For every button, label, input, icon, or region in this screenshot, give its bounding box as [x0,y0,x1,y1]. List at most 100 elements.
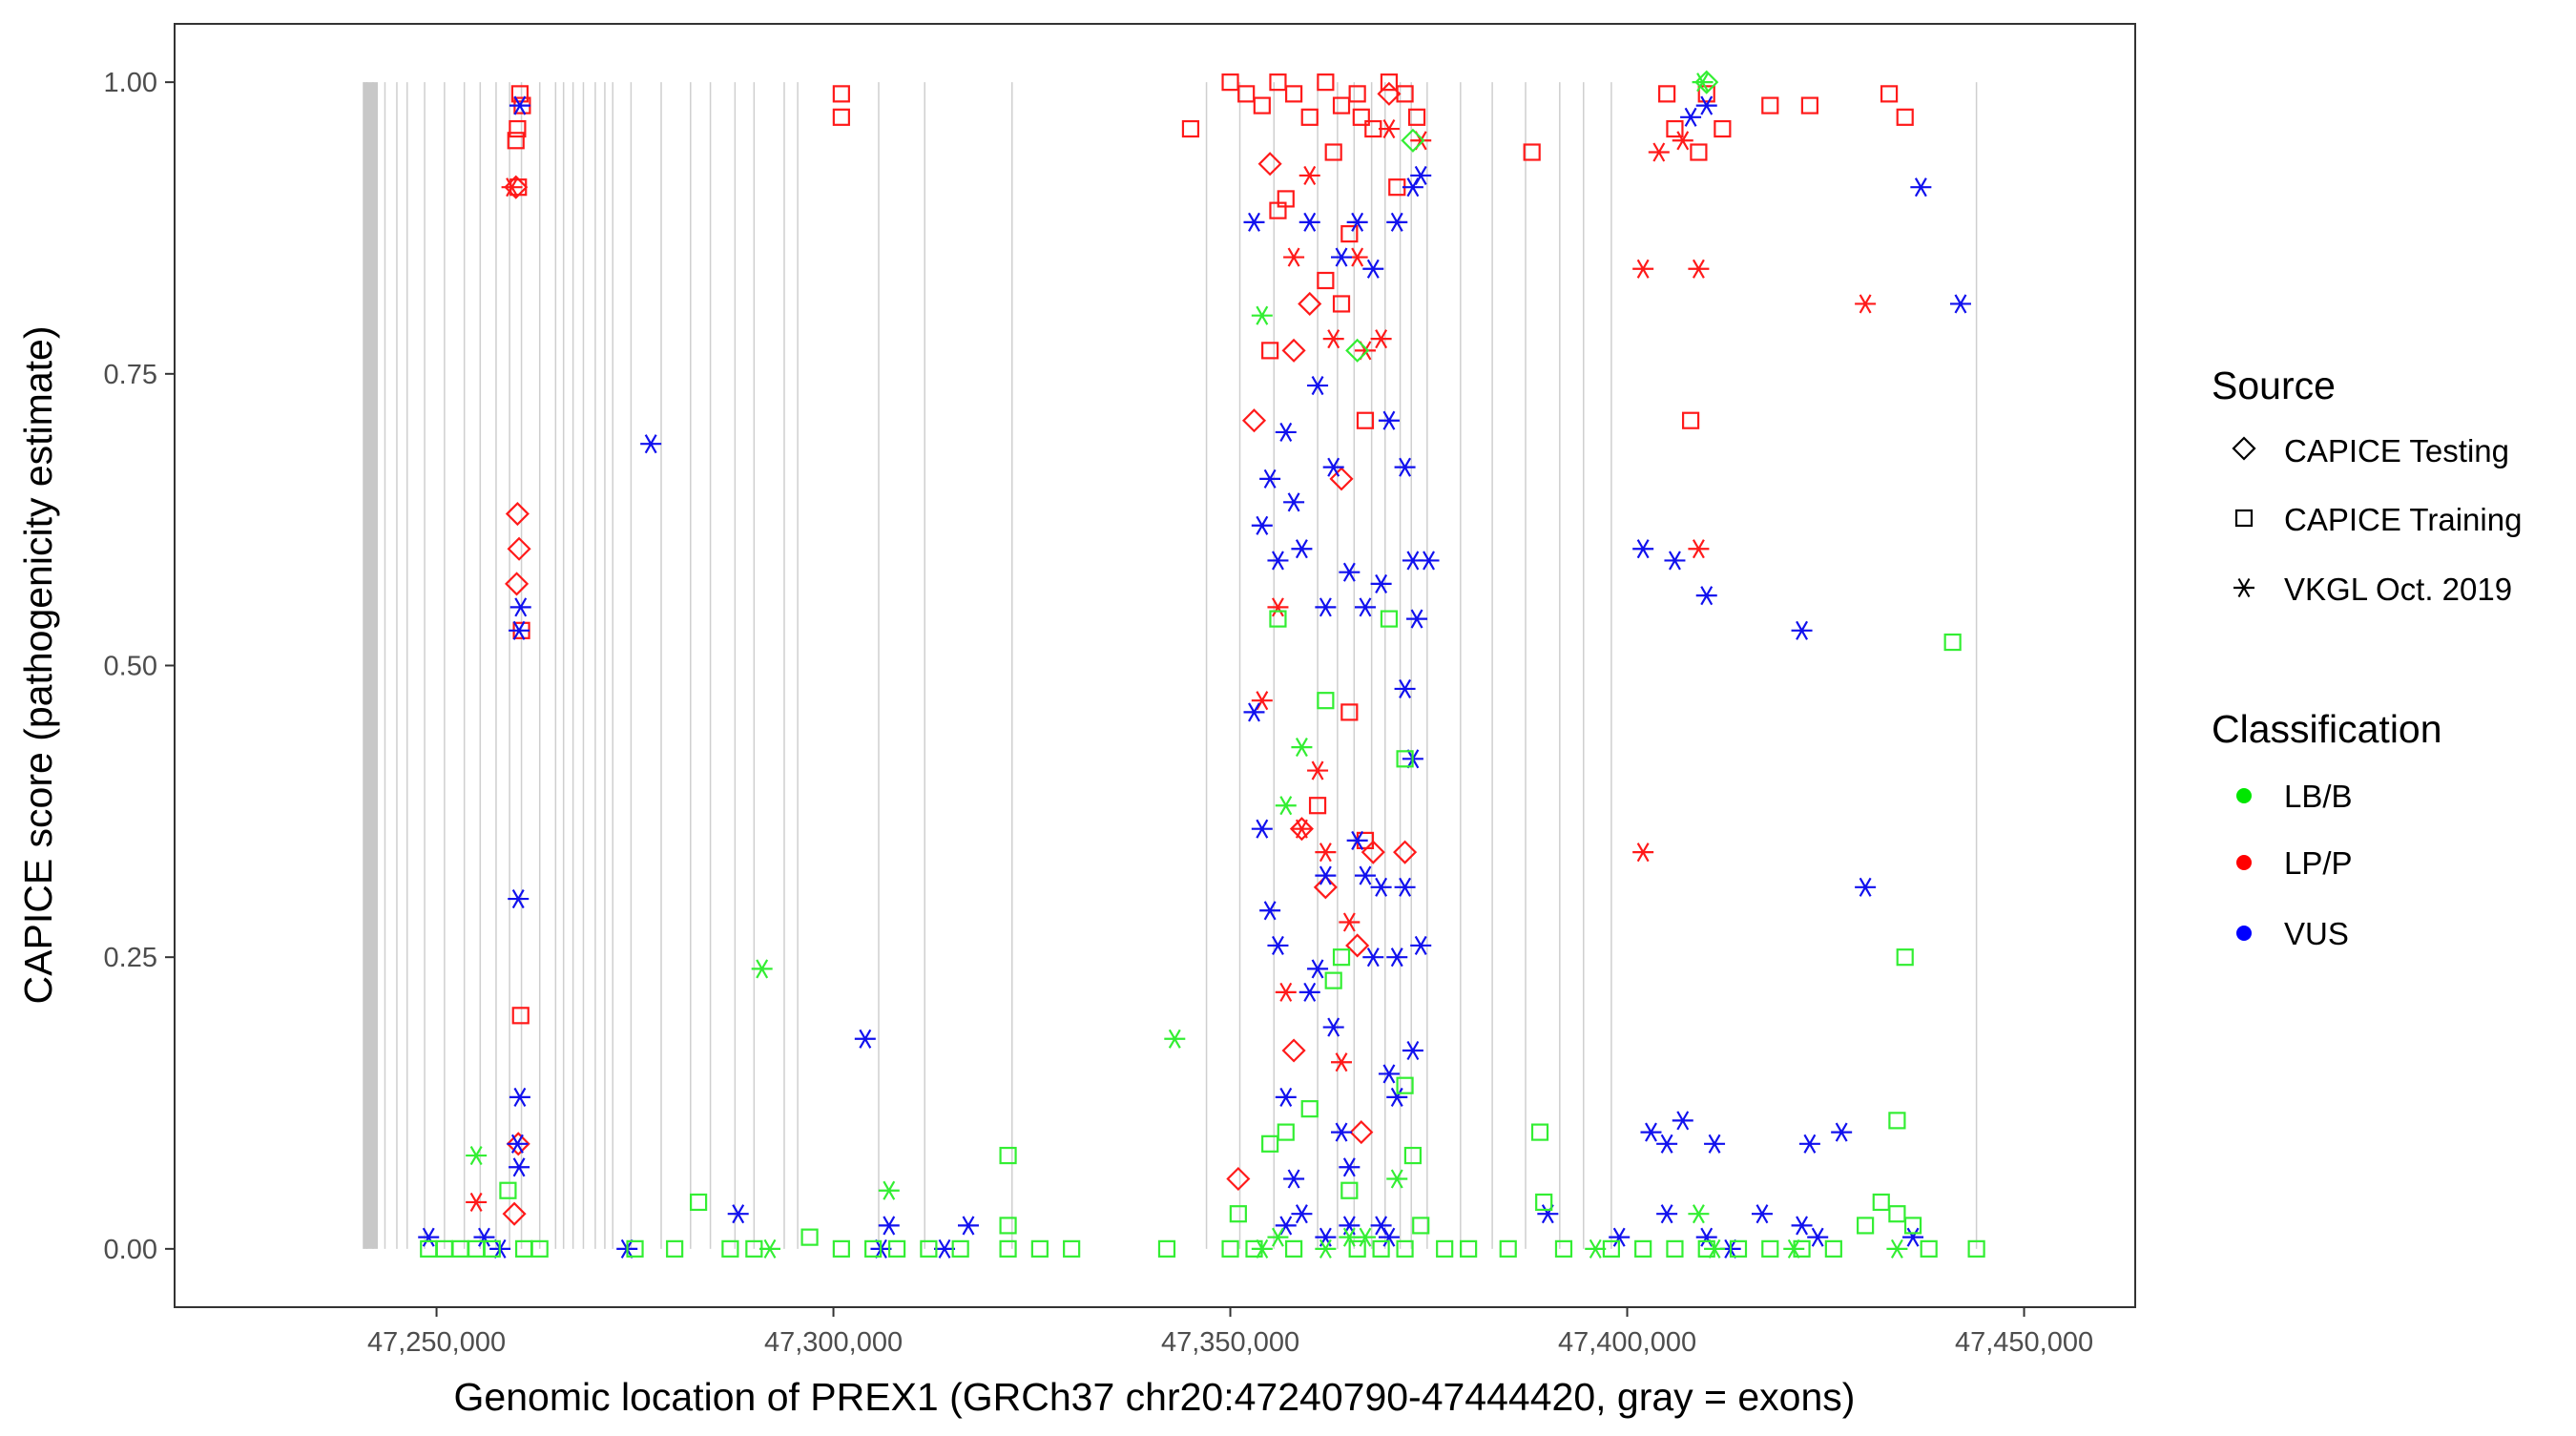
point-lbb-diamond-6-1 [1401,128,1425,153]
point-vus-asterisk-3-22 [1275,422,1297,443]
point-lpp-diamond-1-5 [502,1201,527,1226]
axis-layer: 47,250,000 47,300,000 47,350,000 47,400,000… [104,68,2094,1358]
point-lbb-square-4-13 [800,1228,819,1246]
point-lbb-square-4-65 [1348,1239,1366,1258]
point-lpp-asterisk-2-9 [1322,329,1344,349]
point-lpp-square-0-44 [1880,85,1899,103]
point-lpp-asterisk-2-1 [466,1192,488,1213]
point-vus-asterisk-3-14 [878,1216,900,1236]
point-vus-asterisk-3-95 [1680,107,1702,127]
point-lbb-asterisk-5-13 [1315,1238,1337,1259]
point-vus-asterisk-3-7 [418,1227,440,1247]
point-lbb-square-4-64 [1284,1239,1303,1258]
exon-band [363,82,378,1249]
point-lpp-square-0-41 [1714,119,1732,138]
point-lpp-square-0-23 [1324,143,1342,161]
point-lpp-diamond-1-2 [507,536,531,561]
point-lbb-square-4-21 [999,1146,1017,1165]
point-vus-asterisk-3-65 [1394,877,1416,897]
legend-source-vkgl-label: VKGL Oct. 2019 [2284,572,2512,607]
point-vus-asterisk-3-40 [1243,702,1265,722]
point-lbb-square-4-43 [1535,1193,1553,1212]
point-vus-asterisk-3-1 [509,597,531,617]
point-lbb-square-4-23 [1063,1239,1081,1258]
x-tick-label-3: 47,400,000 [1558,1327,1696,1358]
point-vus-asterisk-3-75 [1632,539,1654,559]
point-lbb-square-4-34 [1396,750,1414,768]
legend-key-diamond [2232,436,2256,461]
point-lpp-diamond-1-7 [1257,152,1282,177]
panel-background [175,24,2135,1307]
point-vus-asterisk-3-52 [1339,1157,1361,1177]
point-lbb-square-4-8 [626,1239,644,1258]
point-vus-asterisk-3-64 [1406,609,1428,629]
point-vus-asterisk-3-8 [473,1227,495,1247]
point-lpp-square-0-9 [1181,119,1200,138]
point-lbb-square-4-61 [1967,1239,1985,1258]
point-lbb-square-4-5 [499,1181,517,1199]
point-vus-asterisk-3-17 [934,1238,956,1259]
point-lbb-square-4-15 [864,1239,883,1258]
point-lbb-asterisk-5-16 [1783,1238,1805,1259]
point-lbb-square-4-29 [1300,1100,1319,1118]
point-lpp-diamond-1-19 [1377,81,1402,106]
point-lbb-square-4-40 [1460,1239,1478,1258]
point-lpp-asterisk-2-5 [1283,247,1305,267]
point-lpp-square-0-20 [1380,73,1399,92]
point-lpp-square-0-35 [1277,190,1295,208]
point-vus-asterisk-3-44 [1275,1087,1297,1107]
point-lpp-square-0-8 [832,108,850,126]
x-tick-label-0: 47,250,000 [367,1327,506,1358]
point-lpp-asterisk-2-17 [1632,259,1654,279]
point-vus-asterisk-3-74 [1609,1227,1631,1247]
point-vus-asterisk-3-37 [1394,457,1416,477]
point-vus-asterisk-3-96 [1695,95,1717,115]
point-vus-asterisk-3-16 [957,1216,979,1236]
point-lbb-square-4-35 [1403,1146,1422,1165]
legend-source: Source CAPICE Testing CAPICE Training VK… [2212,364,2522,607]
point-lpp-asterisk-2-19 [1688,259,1710,279]
y-tick-label-1: 0.25 [104,943,157,973]
point-lpp-diamond-1-11 [1313,875,1338,900]
point-lpp-square-0-22 [1407,108,1426,126]
point-lbb-square-4-16 [888,1239,906,1258]
point-lbb-asterisk-5-5 [1251,305,1273,325]
point-lbb-square-4-59 [1903,1217,1922,1235]
point-lpp-diamond-1-8 [1281,338,1306,363]
point-lpp-diamond-1-13 [1345,933,1370,958]
point-lpp-square-0-11 [1237,85,1256,103]
point-vus-asterisk-3-5 [507,1134,529,1154]
point-vus-asterisk-3-72 [1378,1227,1400,1247]
point-lbb-square-4-20 [999,1217,1017,1235]
legend-key-square [2234,509,2254,528]
point-lbb-square-4-49 [1729,1239,1748,1258]
point-vus-asterisk-3-29 [1331,247,1353,267]
point-lpp-asterisk-2-6 [1291,819,1313,839]
point-lbb-square-4-55 [1888,1205,1906,1223]
point-vus-asterisk-3-42 [1259,901,1281,921]
point-vus-asterisk-3-4 [509,1087,530,1107]
point-lbb-diamond-6-2 [1694,70,1719,94]
point-vus-asterisk-3-36 [1386,212,1408,232]
point-lpp-square-0-36 [1523,143,1541,161]
point-vus-asterisk-3-30 [1339,562,1361,582]
point-lbb-square-4-41 [1499,1239,1517,1258]
point-vus-asterisk-3-20 [1259,468,1281,489]
point-lpp-square-0-43 [1800,96,1818,114]
point-vus-asterisk-3-46 [1291,1204,1313,1224]
point-lbb-square-4-67 [1396,1239,1414,1258]
point-vus-asterisk-3-94 [1902,1227,1924,1247]
point-vus-asterisk-3-51 [1331,1122,1353,1142]
point-vus-asterisk-3-53 [1346,830,1368,850]
point-vus-asterisk-3-88 [1831,1122,1853,1142]
point-lpp-diamond-1-12 [1329,467,1354,491]
point-lpp-asterisk-2-16 [1378,118,1400,139]
point-lbb-asterisk-5-6 [1275,796,1297,816]
point-vus-asterisk-3-23 [1283,492,1305,512]
point-lbb-square-4-7 [530,1239,549,1258]
point-lpp-square-0-18 [1348,85,1366,103]
x-tick-label-1: 47,300,000 [764,1327,903,1358]
point-vus-asterisk-3-67 [1386,947,1408,968]
point-lpp-asterisk-2-21 [1855,294,1877,314]
